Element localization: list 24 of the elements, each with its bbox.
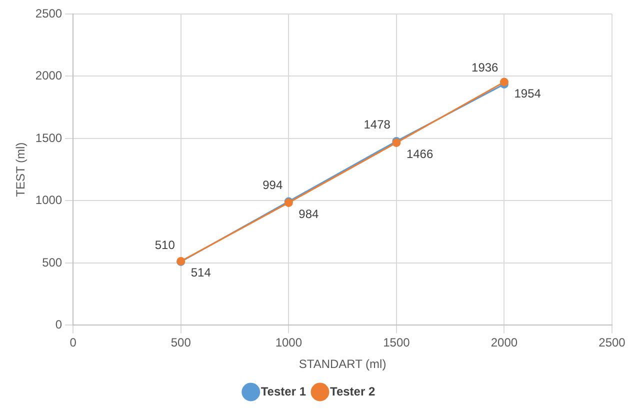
x-tick-label: 2500 [598,336,626,350]
y-tick-label: 1000 [35,193,62,208]
legend-label: Tester 2 [330,384,376,398]
y-axis-title: TEST (ml) [14,142,28,197]
data-label: 984 [298,207,320,222]
x-tick-label: 1000 [275,336,302,350]
x-axis-title: STANDART (ml) [298,357,386,372]
data-label: 1466 [406,147,434,162]
data-label: 1936 [472,60,499,75]
x-tick-label: 2000 [490,336,518,350]
y-tick-label: 1500 [35,130,62,145]
x-tick-label: 500 [170,336,192,350]
data-label: 1478 [364,118,391,132]
data-label: 1954 [514,86,542,100]
y-tick-label: 500 [42,255,62,270]
legend-label: Tester 1 [260,384,306,398]
data-label: 994 [262,178,283,192]
x-tick-label: 0 [70,336,77,350]
y-tick-label: 2000 [35,68,62,83]
y-tick-label: 0 [55,318,62,332]
x-tick-label: 1500 [383,336,410,350]
data-label: 514 [190,266,212,280]
y-tick-label: 2500 [35,6,62,20]
data-label: 510 [154,238,176,252]
